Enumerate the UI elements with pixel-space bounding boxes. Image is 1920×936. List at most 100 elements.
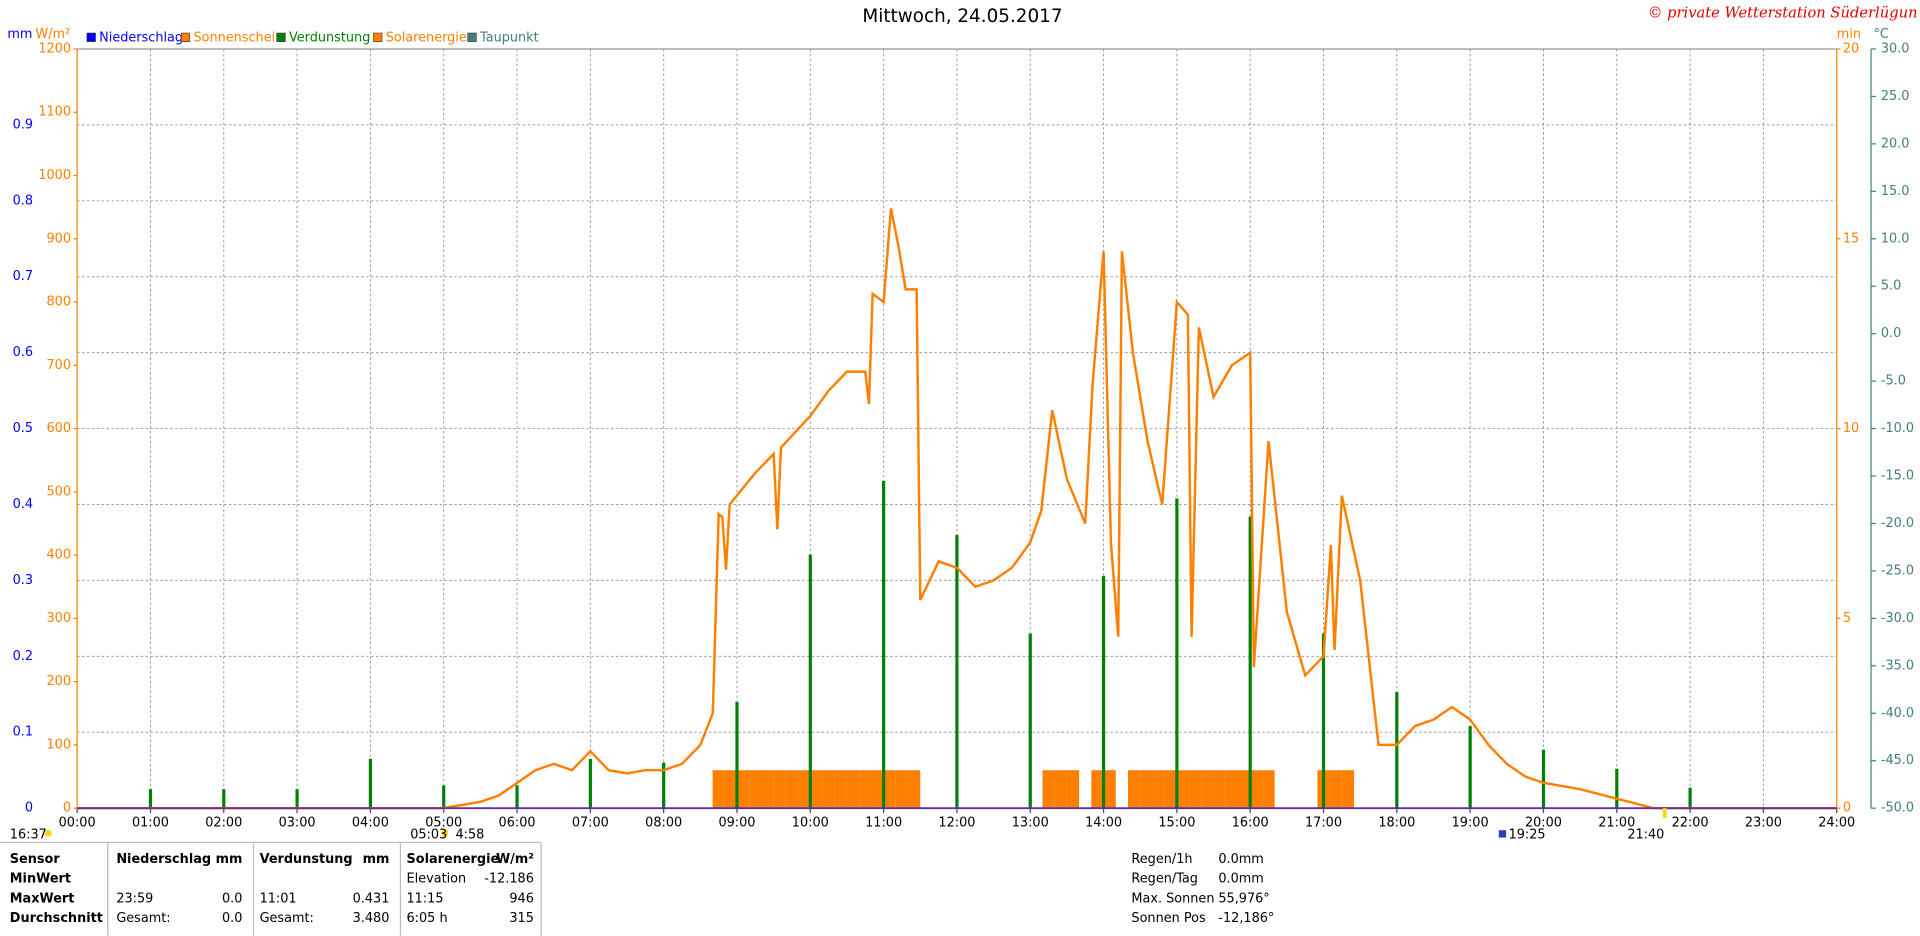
x-tick-label: 03:00 [279, 815, 316, 830]
status-value: 0.0mm [1218, 872, 1263, 887]
x-tick-label: 04:00 [352, 815, 389, 830]
table-cell: 0.0 [222, 911, 242, 926]
x-tick-label: 19:00 [1452, 815, 1489, 830]
x-tick-label: 07:00 [572, 815, 609, 830]
status-label: Max. Sonnen [1131, 891, 1214, 906]
sunshine-bar [1201, 770, 1214, 809]
x-tick-label: 08:00 [645, 815, 682, 830]
x-tick-label: 14:00 [1085, 815, 1122, 830]
sunshine-bar [822, 770, 835, 809]
x-tick-label: 10:00 [792, 815, 829, 830]
y3-tick-label: -25.0 [1881, 563, 1914, 578]
y2-tick-label: 15 [1843, 231, 1859, 246]
y-tick-label: 600 [47, 421, 72, 436]
evaporation-spike [1468, 726, 1472, 809]
sunshine-bar [1066, 770, 1080, 809]
sun-time: 4:58 [456, 828, 485, 843]
sunshine-bar [871, 770, 884, 809]
table-cell: -12.186 [484, 872, 534, 887]
table-cell: Solarenergie [407, 852, 500, 867]
status-label: Regen/Tag [1131, 872, 1198, 887]
evaporation-spike [1541, 749, 1546, 809]
y-tick-label: 1200 [38, 41, 71, 56]
axis-unit: °C [1873, 27, 1888, 42]
table-cell: 0.0 [222, 891, 242, 906]
y-tick-label: 700 [47, 358, 72, 373]
sunshine-bar [1225, 770, 1239, 809]
x-tick-label: 00:00 [59, 815, 96, 830]
x-tick-label: 18:00 [1378, 815, 1415, 830]
sunshine-bar [908, 770, 921, 809]
evaporation-spike [955, 534, 959, 809]
evaporation-spike [882, 480, 886, 809]
y-tick-label: 0 [63, 801, 71, 816]
table-cell: MinWert [10, 872, 71, 887]
legend-swatch [373, 32, 383, 42]
x-tick-label: 20:00 [1525, 815, 1562, 830]
legend-label: Sonnenschei [193, 30, 275, 45]
table-cell: Durchschnitt [10, 911, 103, 926]
x-tick-label: 02:00 [205, 815, 242, 830]
table-cell: 11:15 [407, 891, 444, 906]
y3-tick-label: 30.0 [1881, 41, 1910, 56]
x-tick-label: 06:00 [499, 815, 536, 830]
y3-tick-label: 15.0 [1881, 184, 1910, 199]
evaporation-spike [1615, 768, 1619, 809]
y3-tick-label: -50.0 [1881, 801, 1914, 816]
y-tick-label: 0.4 [13, 497, 33, 512]
y-tick-label: 0.5 [13, 421, 33, 436]
y3-tick-label: 10.0 [1881, 231, 1910, 246]
y3-tick-label: -40.0 [1881, 706, 1914, 721]
legend-label: Taupunkt [479, 30, 539, 45]
evaporation-spike [1248, 516, 1252, 809]
y3-tick-label: -45.0 [1881, 753, 1914, 768]
axis-unit: mm [7, 27, 32, 42]
sunshine-bar [1262, 770, 1275, 809]
sunshine-bar [1103, 770, 1116, 809]
y3-tick-label: 20.0 [1881, 136, 1910, 151]
evaporation-spike [1395, 692, 1399, 809]
x-tick-label: 09:00 [718, 815, 755, 830]
evaporation-spike [442, 785, 446, 809]
sun-time: 21:40 [1627, 828, 1664, 843]
sunshine-bar [1054, 770, 1067, 809]
table-cell: Elevation [407, 872, 467, 887]
sunshine-bar [724, 770, 737, 809]
evaporation-spike [368, 758, 373, 809]
status-value: 55,976° [1218, 891, 1269, 906]
sunshine-bar [773, 770, 786, 809]
x-tick-label: 01:00 [132, 815, 169, 830]
table-cell: W/m² [496, 852, 534, 867]
y-tick-label: 0.9 [13, 117, 33, 132]
table-cell: MaxWert [10, 891, 75, 906]
sun-time: 16:37 [10, 828, 47, 843]
x-tick-label: 17:00 [1305, 815, 1342, 830]
sunshine-bar [846, 770, 860, 809]
y3-tick-label: -20.0 [1881, 516, 1914, 531]
table-cell: 315 [509, 911, 534, 926]
sun-marker [1662, 808, 1667, 818]
sunshine-bar [736, 770, 750, 809]
sunshine-bar [749, 770, 762, 809]
y-tick-label: 300 [47, 611, 72, 626]
legend-swatch [86, 32, 96, 42]
chart-title: Mittwoch, 24.05.2017 [862, 6, 1062, 27]
evaporation-spike [515, 785, 519, 809]
copyright: © private Wetterstation Süderlügun [1648, 4, 1918, 21]
sunshine-bar [1189, 770, 1202, 809]
axis-unit: min [1837, 27, 1861, 42]
y3-tick-label: -10.0 [1881, 421, 1914, 436]
sunshine-bar [1341, 770, 1355, 809]
sunshine-bar [1213, 770, 1226, 809]
sunshine-bar [1250, 770, 1263, 809]
evaporation-spike [588, 758, 592, 809]
y3-tick-label: -30.0 [1881, 611, 1914, 626]
x-tick-label: 11:00 [865, 815, 902, 830]
evaporation-spike [222, 789, 226, 809]
sunshine-bar [1042, 770, 1055, 809]
table-cell: 23:59 [116, 891, 153, 906]
x-tick-label: 05:00 [425, 815, 462, 830]
table-cell: mm [216, 852, 243, 867]
sunshine-bar [1127, 770, 1141, 809]
